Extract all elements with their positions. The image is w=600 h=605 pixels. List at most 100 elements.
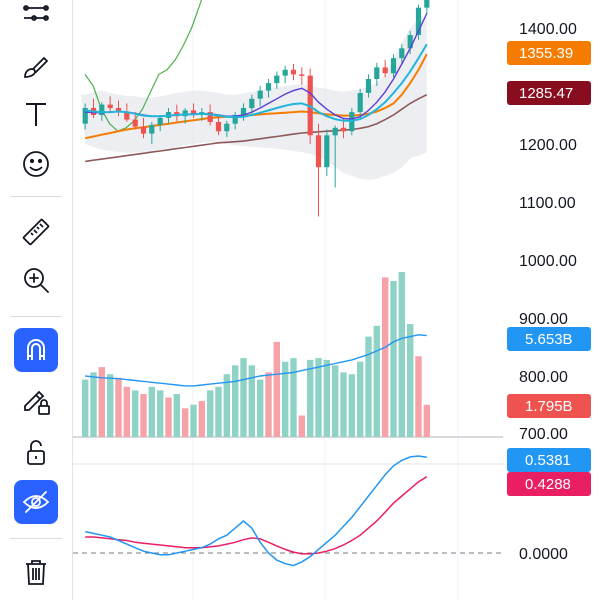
last-volume-value: 1.795B [525,398,573,415]
magnet-icon [27,339,45,360]
candle-body [140,126,147,134]
candle-body [415,7,422,35]
magnet-tool[interactable] [14,328,58,372]
macd-pane[interactable] [73,455,503,567]
signal-badge [507,472,591,496]
volume-bar [273,341,280,437]
brush-icon [24,56,49,78]
volume-bar [240,358,247,437]
volume-bar [323,359,330,437]
volume-axis-label: 700.00 [519,426,568,443]
volume-bar [415,356,422,437]
text-icon [26,103,46,126]
signal-line [85,476,428,555]
price-axis[interactable]: 1400.00 1200.00 1100.00 1000.00 900.00 8… [507,21,591,563]
candle-body [282,69,288,76]
ichimoku-cloud [81,16,427,181]
pattern-tool[interactable] [14,0,58,36]
volume-axis-label: 800.00 [519,369,568,386]
signal-value: 0.4288 [525,476,571,493]
brown-ma-badge [507,81,591,105]
macd-value: 0.5381 [525,452,571,469]
volume-bar [98,367,105,437]
volume-bar [348,374,355,437]
lock-drawings-tool[interactable] [14,380,58,424]
candle-body [107,104,113,109]
candle-body [132,119,138,127]
volume-bar [307,359,314,437]
candle-body [157,117,163,125]
volume-bar [340,372,347,437]
candle-body [99,104,105,115]
candle-body [374,67,380,79]
volume-bar [232,365,239,437]
volume-bar [173,394,180,437]
volume-bar [423,404,430,437]
volume-bar [165,397,172,437]
volume-bar [298,415,305,437]
candle-body [82,108,88,124]
candle-body [190,110,197,115]
lock-tool[interactable] [14,430,58,474]
price-axis-label: 1000.00 [519,253,577,270]
candle-body [232,115,238,124]
volume-bar [215,386,222,437]
toolbar-separator [10,316,62,317]
zoom-tool[interactable] [14,258,58,302]
macd-line [85,455,427,567]
candle-body [382,67,388,74]
candle-body [115,108,122,113]
candle-body [315,135,322,168]
macd-badge [507,448,591,472]
volume-bar [107,374,114,437]
candle-body [365,79,372,93]
measure-tool[interactable] [14,210,58,254]
volume-bar [357,361,364,437]
text-tool[interactable] [14,92,58,136]
ruler-icon [22,218,50,246]
candle-body [332,127,338,136]
toolbar-separator [10,538,62,539]
volume-bar [390,281,397,437]
macd-axis-label: 0.0000 [519,546,568,563]
hide-drawings-tool[interactable] [14,480,58,524]
candle-body [274,75,280,84]
chart-area[interactable]: 1400.00 1200.00 1100.00 1000.00 900.00 8… [73,0,600,600]
candle-body [257,90,263,99]
candle-body [399,48,405,59]
candle-body [265,83,272,91]
emoji-tool[interactable] [14,142,58,186]
eye-off-icon [22,491,50,513]
volume-ma-badge [507,327,591,351]
unlock-icon [27,440,45,465]
pattern-icon [23,5,49,21]
volume-bar [332,365,339,437]
candle-body [290,69,297,75]
price-pane[interactable] [81,0,430,217]
candle-body [249,98,255,109]
candle-body [149,124,155,134]
price-axis-label: 1100.00 [519,195,576,212]
volume-bar [382,277,389,437]
volume-pane[interactable] [82,272,430,437]
candle-body [215,122,222,132]
candle-body [224,123,230,132]
candle-body [240,108,247,115]
candle-body [357,93,363,113]
lagging-span-line [84,0,203,132]
volume-bar [190,404,197,437]
chart-svg[interactable]: 1400.00 1200.00 1100.00 1000.00 900.00 8… [73,0,600,600]
volume-bar [207,390,214,437]
candle-body [299,74,305,76]
delete-tool[interactable] [14,550,58,594]
orange-ma-value: 1355.39 [519,45,573,62]
volume-bar [257,379,264,437]
candle-body [324,135,330,168]
volume-bar [182,408,189,437]
volume-bar [198,401,205,437]
emoji-icon [23,151,49,177]
candle-body [424,0,430,8]
candle-body [390,58,397,74]
price-axis-label: 1200.00 [519,137,577,154]
brush-tool[interactable] [14,44,58,88]
